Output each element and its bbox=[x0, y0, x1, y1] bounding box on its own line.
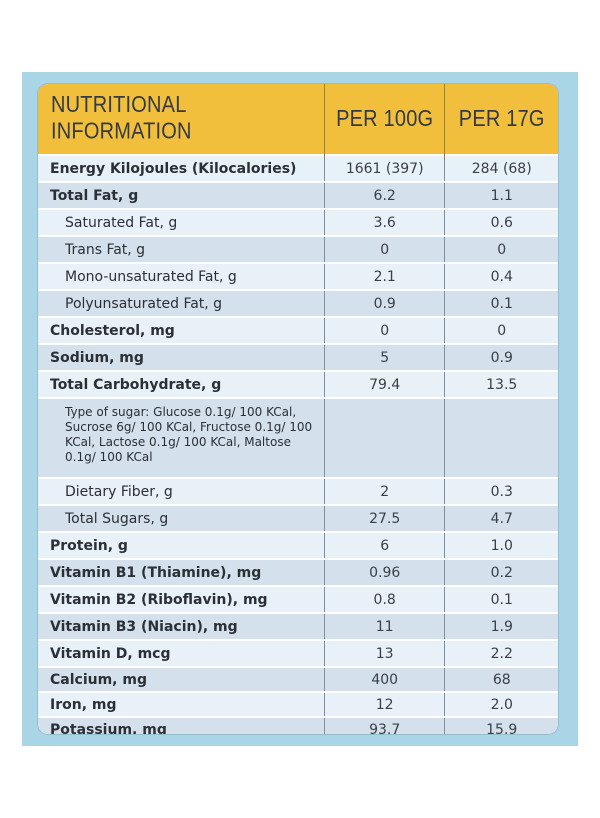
table-row: Vitamin B2 (Riboflavin), mg 0.8 0.1 bbox=[38, 585, 558, 612]
value-per-100g: 79.4 bbox=[324, 372, 445, 397]
nutrient-name: Trans Fat, g bbox=[38, 237, 324, 262]
nutrient-name: Calcium, mg bbox=[38, 668, 324, 691]
value-per-17g: 0 bbox=[444, 318, 558, 343]
value-per-17g: 1.0 bbox=[444, 533, 558, 558]
value-per-100g: 400 bbox=[324, 668, 445, 691]
value-per-100g: 0.9 bbox=[324, 291, 445, 316]
nutrient-name: Vitamin B2 (Riboflavin), mg bbox=[38, 587, 324, 612]
table-row: Dietary Fiber, g 2 0.3 bbox=[38, 477, 558, 504]
value-per-17g: 13.5 bbox=[444, 372, 558, 397]
value-per-17g: 2.2 bbox=[444, 641, 558, 666]
header-title: NUTRITIONAL INFORMATION bbox=[38, 84, 324, 159]
value-per-17g: 0.3 bbox=[444, 479, 558, 504]
nutrition-label: NUTRITIONAL INFORMATION PER 100G PER 17G… bbox=[38, 84, 558, 734]
table-row: Vitamin B1 (Thiamine), mg 0.96 0.2 bbox=[38, 558, 558, 585]
value-per-17g: 1.1 bbox=[444, 183, 558, 208]
nutrient-name: Total Carbohydrate, g bbox=[38, 372, 324, 397]
table-header: NUTRITIONAL INFORMATION PER 100G PER 17G bbox=[38, 84, 558, 154]
value-per-17g: 15.9 bbox=[444, 718, 558, 734]
value-per-17g: 0.4 bbox=[444, 264, 558, 289]
nutrient-name: Energy Kilojoules (Kilocalories) bbox=[38, 156, 324, 181]
table-row: Sodium, mg 5 0.9 bbox=[38, 343, 558, 370]
value-per-100g: 2.1 bbox=[324, 264, 445, 289]
table-row: Iron, mg 12 2.0 bbox=[38, 691, 558, 716]
nutrient-name: Sodium, mg bbox=[38, 345, 324, 370]
value-per-17g bbox=[444, 399, 558, 477]
nutrient-name: Total Sugars, g bbox=[38, 506, 324, 531]
table-row: Total Carbohydrate, g 79.4 13.5 bbox=[38, 370, 558, 397]
value-per-17g: 68 bbox=[444, 668, 558, 691]
table-row: Potassium, mg 93.7 15.9 bbox=[38, 716, 558, 734]
value-per-100g: 11 bbox=[324, 614, 445, 639]
nutrient-name: Protein, g bbox=[38, 533, 324, 558]
value-per-17g: 0.2 bbox=[444, 560, 558, 585]
value-per-100g: 2 bbox=[324, 479, 445, 504]
nutrient-name: Saturated Fat, g bbox=[38, 210, 324, 235]
value-per-100g bbox=[324, 399, 445, 477]
table-row: Mono-unsaturated Fat, g 2.1 0.4 bbox=[38, 262, 558, 289]
nutrient-name: Potassium, mg bbox=[38, 718, 324, 734]
value-per-100g: 27.5 bbox=[324, 506, 445, 531]
table-row: Calcium, mg 400 68 bbox=[38, 666, 558, 691]
table-row: Protein, g 6 1.0 bbox=[38, 531, 558, 558]
header-per-17g: PER 17G bbox=[444, 84, 558, 159]
value-per-17g: 0.6 bbox=[444, 210, 558, 235]
value-per-17g: 284 (68) bbox=[444, 156, 558, 181]
value-per-100g: 3.6 bbox=[324, 210, 445, 235]
nutrient-name: Dietary Fiber, g bbox=[38, 479, 324, 504]
table-row: Polyunsaturated Fat, g 0.9 0.1 bbox=[38, 289, 558, 316]
nutrient-name: Type of sugar: Glucose 0.1g/ 100 KCal, S… bbox=[38, 399, 324, 477]
value-per-100g: 0 bbox=[324, 318, 445, 343]
value-per-100g: 6 bbox=[324, 533, 445, 558]
nutrient-name: Vitamin B3 (Niacin), mg bbox=[38, 614, 324, 639]
value-per-17g: 0.1 bbox=[444, 291, 558, 316]
value-per-17g: 0.1 bbox=[444, 587, 558, 612]
table-row: Vitamin D, mcg 13 2.2 bbox=[38, 639, 558, 666]
value-per-17g: 1.9 bbox=[444, 614, 558, 639]
header-per-100g: PER 100G bbox=[324, 84, 445, 159]
value-per-17g: 4.7 bbox=[444, 506, 558, 531]
table-row: Vitamin B3 (Niacin), mg 11 1.9 bbox=[38, 612, 558, 639]
nutrient-name: Cholesterol, mg bbox=[38, 318, 324, 343]
value-per-100g: 93.7 bbox=[324, 718, 445, 734]
table-row: Type of sugar: Glucose 0.1g/ 100 KCal, S… bbox=[38, 397, 558, 477]
table-row: Cholesterol, mg 0 0 bbox=[38, 316, 558, 343]
value-per-17g: 2.0 bbox=[444, 693, 558, 716]
value-per-100g: 0.96 bbox=[324, 560, 445, 585]
nutrient-name: Vitamin B1 (Thiamine), mg bbox=[38, 560, 324, 585]
value-per-100g: 1661 (397) bbox=[324, 156, 445, 181]
value-per-100g: 12 bbox=[324, 693, 445, 716]
value-per-17g: 0.9 bbox=[444, 345, 558, 370]
value-per-100g: 6.2 bbox=[324, 183, 445, 208]
nutrient-name: Vitamin D, mcg bbox=[38, 641, 324, 666]
value-per-100g: 0.8 bbox=[324, 587, 445, 612]
nutrient-name: Iron, mg bbox=[38, 693, 324, 716]
nutrition-rows: Energy Kilojoules (Kilocalories) 1661 (39… bbox=[38, 154, 558, 734]
table-row: Total Sugars, g 27.5 4.7 bbox=[38, 504, 558, 531]
value-per-17g: 0 bbox=[444, 237, 558, 262]
nutrient-name: Mono-unsaturated Fat, g bbox=[38, 264, 324, 289]
nutrient-name: Total Fat, g bbox=[38, 183, 324, 208]
value-per-100g: 0 bbox=[324, 237, 445, 262]
value-per-100g: 13 bbox=[324, 641, 445, 666]
value-per-100g: 5 bbox=[324, 345, 445, 370]
table-row: Saturated Fat, g 3.6 0.6 bbox=[38, 208, 558, 235]
table-row: Total Fat, g 6.2 1.1 bbox=[38, 181, 558, 208]
nutrient-name: Polyunsaturated Fat, g bbox=[38, 291, 324, 316]
